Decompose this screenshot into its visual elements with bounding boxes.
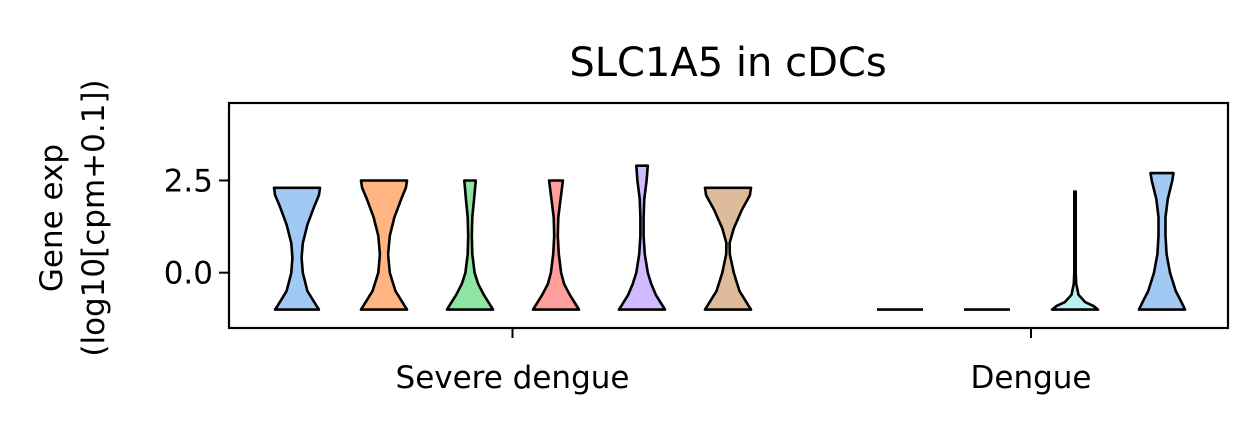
y-axis-label-line-2: (log10[cpm+0.1]) — [76, 79, 112, 356]
x-tick-label: Dengue — [971, 360, 1092, 396]
chart-title: SLC1A5 in cDCs — [569, 40, 886, 86]
violin-1-severe-dengue — [272, 186, 322, 311]
violin-10-dengue — [1137, 171, 1187, 311]
y-axis-label: Gene exp (log10[cpm+0.1]) — [34, 79, 112, 356]
violin-4-severe-dengue — [531, 179, 581, 311]
violin-3-severe-dengue — [445, 179, 495, 311]
plot-frame — [227, 101, 1230, 330]
violin-5-severe-dengue — [617, 164, 667, 311]
axes: 0.0 2.5 Severe dengue Dengue — [164, 163, 1092, 396]
violin-2-severe-dengue — [359, 179, 409, 311]
y-tick-label: 2.5 — [164, 163, 213, 199]
violin-series — [272, 164, 1187, 311]
violin-9-dengue — [1050, 190, 1100, 311]
y-axis-label-line-1: Gene exp — [34, 144, 70, 292]
violin-6-severe-dengue — [703, 186, 753, 311]
y-tick-label: 0.0 — [164, 256, 213, 292]
x-tick-label: Severe dengue — [396, 360, 630, 396]
